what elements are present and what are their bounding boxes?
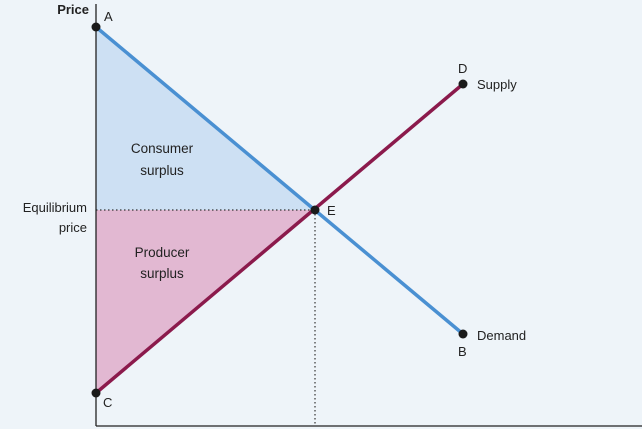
demand-curve: [94, 25, 465, 336]
equilibrium-price-label-line2: price: [59, 220, 87, 235]
consumer-surplus-label-line2: surplus: [140, 163, 184, 178]
producer-surplus-label-line1: Producer: [135, 245, 190, 260]
point-c-label: C: [103, 395, 112, 410]
point-d-label: D: [458, 61, 467, 76]
consumer-surplus-label-line1: Consumer: [131, 141, 194, 156]
point-b-label: B: [458, 344, 467, 359]
point-b: [458, 329, 468, 339]
supply-curve: [94, 82, 465, 395]
point-e: [310, 205, 320, 215]
producer-surplus-label-line2: surplus: [140, 266, 184, 281]
demand-label: Demand: [477, 328, 526, 343]
equilibrium-price-label-line1: Equilibrium: [23, 200, 87, 215]
supply-label: Supply: [477, 77, 517, 92]
point-c: [91, 388, 101, 398]
point-d: [458, 79, 468, 89]
point-a: [91, 22, 101, 32]
point-a-label: A: [104, 9, 113, 24]
y-axis-title: Price: [57, 2, 89, 17]
point-e-label: E: [327, 203, 336, 218]
